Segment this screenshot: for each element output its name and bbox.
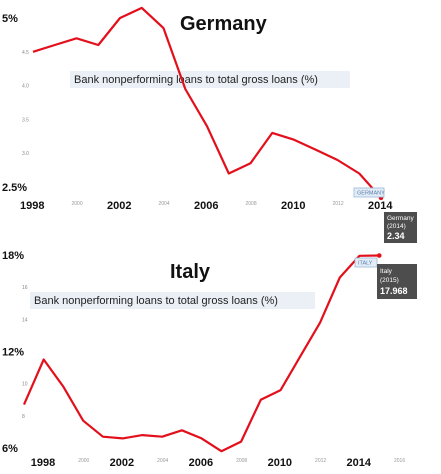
italy-x-tick-label: 2002 bbox=[110, 457, 134, 469]
germany-x-tick-label: 1998 bbox=[20, 200, 44, 212]
italy-last-point-marker bbox=[376, 253, 382, 258]
germany-x-tick-label: 2010 bbox=[281, 200, 305, 212]
italy-x-tick-label: 2004 bbox=[157, 458, 168, 464]
germany-tooltip-name: Germany bbox=[387, 215, 414, 222]
germany-x-tick-label: 2006 bbox=[194, 200, 218, 212]
germany-y-tick-label: 2.5% bbox=[2, 182, 27, 194]
italy-x-tick-label: 2000 bbox=[78, 458, 89, 464]
germany-subtitle-box bbox=[70, 71, 350, 88]
germany-y-tick-label: 4.0 bbox=[22, 84, 29, 90]
germany-y-axis: 5% 4.5 4.0 3.5 3.0 2.5% bbox=[2, 13, 29, 194]
italy-subtitle-box bbox=[30, 292, 315, 309]
germany-y-tick-label: 5% bbox=[2, 13, 18, 25]
italy-tooltip-year: (2015) bbox=[380, 277, 399, 284]
germany-x-tick-label: 2004 bbox=[159, 201, 170, 207]
germany-tooltip-year: (2014) bbox=[387, 223, 406, 230]
germany-x-tick-label: 2000 bbox=[72, 201, 83, 207]
italy-chart: Italy Bank nonperforming loans to total … bbox=[2, 250, 417, 469]
italy-series-tag-label: ITALY bbox=[358, 261, 373, 267]
germany-y-tick-label: 3.5 bbox=[22, 117, 29, 123]
italy-chart-subtitle: Bank nonperforming loans to total gross … bbox=[34, 295, 278, 307]
italy-x-tick-label: 2010 bbox=[268, 457, 292, 469]
italy-y-tick-label: 6% bbox=[2, 443, 18, 455]
germany-y-tick-label: 3.0 bbox=[22, 151, 29, 157]
germany-chart-title: Germany bbox=[180, 13, 268, 35]
germany-tooltip-box bbox=[384, 212, 417, 243]
italy-series-tag-box bbox=[354, 257, 378, 268]
italy-y-tick-label: 18% bbox=[2, 250, 24, 262]
germany-y-tick-label: 4.5 bbox=[22, 50, 29, 56]
italy-tooltip-box bbox=[377, 264, 417, 299]
italy-x-tick-label: 2008 bbox=[236, 458, 247, 464]
italy-tooltip: Italy (2015) 17.968 bbox=[377, 264, 417, 299]
italy-y-tick-label: 8 bbox=[22, 414, 25, 420]
italy-chart-title: Italy bbox=[170, 261, 211, 283]
italy-y-tick-label: 10 bbox=[22, 382, 28, 388]
germany-series-line bbox=[32, 6, 382, 199]
germany-chart-subtitle: Bank nonperforming loans to total gross … bbox=[74, 74, 318, 86]
germany-series-tag-box bbox=[353, 187, 385, 198]
germany-x-tick-label: 2012 bbox=[333, 201, 344, 207]
italy-x-tick-label: 1998 bbox=[31, 457, 55, 469]
germany-x-tick-label: 2014 bbox=[368, 200, 393, 212]
italy-tooltip-name: Italy bbox=[380, 268, 393, 275]
italy-y-tick-label: 12% bbox=[2, 347, 24, 359]
italy-x-tick-label: 2016 bbox=[394, 458, 405, 464]
germany-tooltip: Germany (2014) 2.34 bbox=[384, 212, 417, 243]
germany-x-tick-label: 2002 bbox=[107, 200, 131, 212]
italy-tooltip-value: 17.968 bbox=[380, 286, 408, 296]
italy-x-tick-label: 2014 bbox=[347, 457, 372, 469]
italy-x-tick-label: 2012 bbox=[315, 458, 326, 464]
italy-series-line bbox=[22, 254, 380, 453]
germany-x-axis: 1998 2000 2002 2004 2006 2008 2010 2012 2014 bbox=[20, 200, 393, 212]
italy-y-tick-label: 16 bbox=[22, 285, 28, 291]
italy-series-tag: ITALY bbox=[354, 257, 378, 268]
germany-series-tag-label: GERMANY bbox=[357, 191, 385, 197]
italy-y-axis: 18% 16 14 12% 10 8 6% bbox=[2, 250, 28, 455]
germany-series-tag: GERMANY bbox=[353, 187, 385, 198]
germany-x-tick-label: 2008 bbox=[246, 201, 257, 207]
italy-y-tick-label: 14 bbox=[22, 317, 28, 323]
germany-chart: Germany Bank nonperforming loans to tota… bbox=[2, 6, 417, 243]
italy-x-axis: 1998 2000 2002 2004 2006 2008 2010 2012 2014 2016 bbox=[31, 457, 406, 469]
germany-tooltip-value: 2.34 bbox=[387, 231, 405, 241]
italy-x-tick-label: 2006 bbox=[189, 457, 213, 469]
